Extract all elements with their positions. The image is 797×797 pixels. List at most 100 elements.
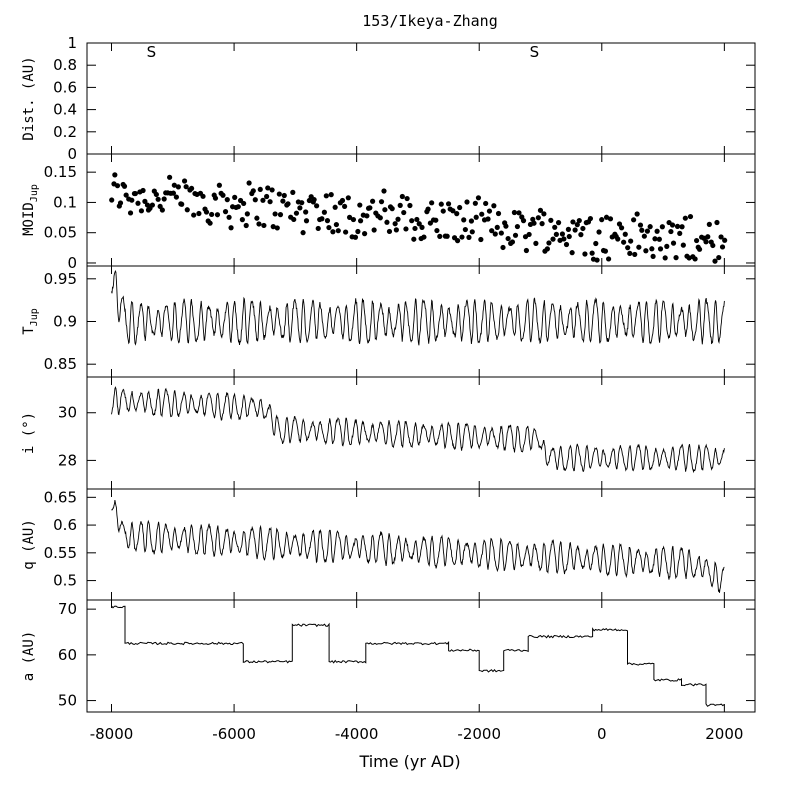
data-point — [509, 239, 516, 245]
data-point — [494, 224, 500, 230]
y-tick-label: 0 — [67, 145, 77, 163]
x-axis-label: Time (yr AD) — [358, 752, 460, 771]
data-point — [290, 189, 296, 195]
y-tick-label: 0.6 — [53, 516, 77, 534]
data-point — [270, 224, 276, 230]
data-point — [523, 247, 529, 254]
series-line-tjup — [111, 269, 725, 346]
data-point — [121, 183, 128, 189]
panel-a: 50 60 70 a (AU) — [21, 599, 756, 713]
data-point — [123, 192, 129, 198]
data-point — [594, 257, 600, 263]
y-tick-label: 0.55 — [44, 544, 77, 562]
data-point — [127, 210, 134, 216]
data-point — [636, 244, 642, 250]
data-point — [419, 224, 425, 230]
data-point — [254, 215, 260, 221]
x-axis: -8000 -6000 -4000 -2000 0 2000 — [90, 725, 744, 743]
data-point — [603, 214, 610, 220]
data-point — [311, 197, 317, 203]
data-point — [570, 219, 576, 225]
y-axis-label-subscript: Jup — [29, 184, 40, 202]
data-point — [342, 203, 348, 210]
data-point — [269, 187, 275, 193]
data-point — [244, 211, 250, 217]
panel-dist: 0 0.2 0.4 0.6 0.8 1 Dist. (AU) S S — [21, 34, 756, 163]
data-point — [250, 188, 256, 194]
data-point — [454, 211, 460, 217]
data-point — [407, 202, 413, 209]
data-point — [599, 217, 605, 223]
data-point — [246, 180, 252, 186]
data-point — [500, 244, 506, 251]
data-point — [516, 210, 522, 216]
data-point — [656, 236, 662, 242]
data-point — [615, 236, 621, 242]
data-point — [644, 228, 651, 234]
data-point — [552, 224, 558, 230]
data-point — [265, 185, 271, 191]
data-point — [718, 234, 724, 240]
data-point — [444, 233, 450, 239]
data-point — [628, 238, 634, 244]
data-point — [662, 255, 668, 261]
data-point — [343, 229, 349, 235]
data-point — [276, 191, 282, 197]
y-tick-label: 0.5 — [53, 572, 77, 590]
data-point — [546, 240, 552, 246]
data-point — [370, 198, 376, 204]
data-point — [392, 221, 398, 227]
data-point — [142, 198, 148, 204]
data-point — [235, 204, 241, 210]
data-point — [222, 209, 229, 215]
data-point — [404, 195, 410, 202]
data-point — [416, 221, 422, 227]
data-point — [321, 209, 327, 215]
data-point — [346, 214, 353, 220]
data-point — [565, 226, 572, 232]
data-point — [367, 205, 373, 211]
data-point — [483, 200, 489, 207]
y-tick-label: 50 — [58, 692, 77, 710]
data-point — [461, 217, 467, 223]
data-point — [214, 212, 221, 218]
data-point — [434, 227, 440, 234]
data-point — [649, 246, 655, 252]
x-tick-label: 2000 — [705, 725, 743, 743]
data-point — [576, 217, 582, 224]
data-point — [274, 225, 280, 231]
data-point — [631, 217, 637, 223]
data-point — [399, 193, 405, 200]
data-point — [179, 201, 185, 207]
data-point — [207, 220, 213, 226]
data-point — [682, 215, 688, 221]
data-point — [438, 201, 444, 207]
data-point — [226, 214, 232, 220]
data-point — [155, 196, 161, 202]
x-tick-label: -8000 — [90, 725, 134, 743]
data-point — [670, 240, 677, 246]
data-point — [485, 216, 491, 222]
data-point — [350, 216, 357, 223]
y-tick-label: 0.1 — [53, 193, 77, 211]
data-point — [469, 229, 475, 235]
data-point — [132, 190, 138, 197]
data-point — [224, 197, 230, 203]
data-point — [362, 231, 368, 237]
data-point — [114, 183, 121, 189]
y-tick-label: 0.65 — [44, 488, 77, 506]
y-tick-label: 0.9 — [53, 313, 77, 331]
data-point — [479, 211, 485, 217]
data-point — [641, 233, 647, 239]
data-point — [241, 200, 247, 207]
data-point — [170, 190, 177, 196]
data-point — [324, 218, 331, 224]
data-point — [371, 227, 377, 233]
data-point — [355, 228, 361, 235]
data-point — [578, 232, 584, 238]
data-point — [386, 228, 393, 235]
panel-tjup: 0.85 0.9 0.95 TJup — [21, 265, 756, 378]
data-point — [539, 221, 545, 227]
